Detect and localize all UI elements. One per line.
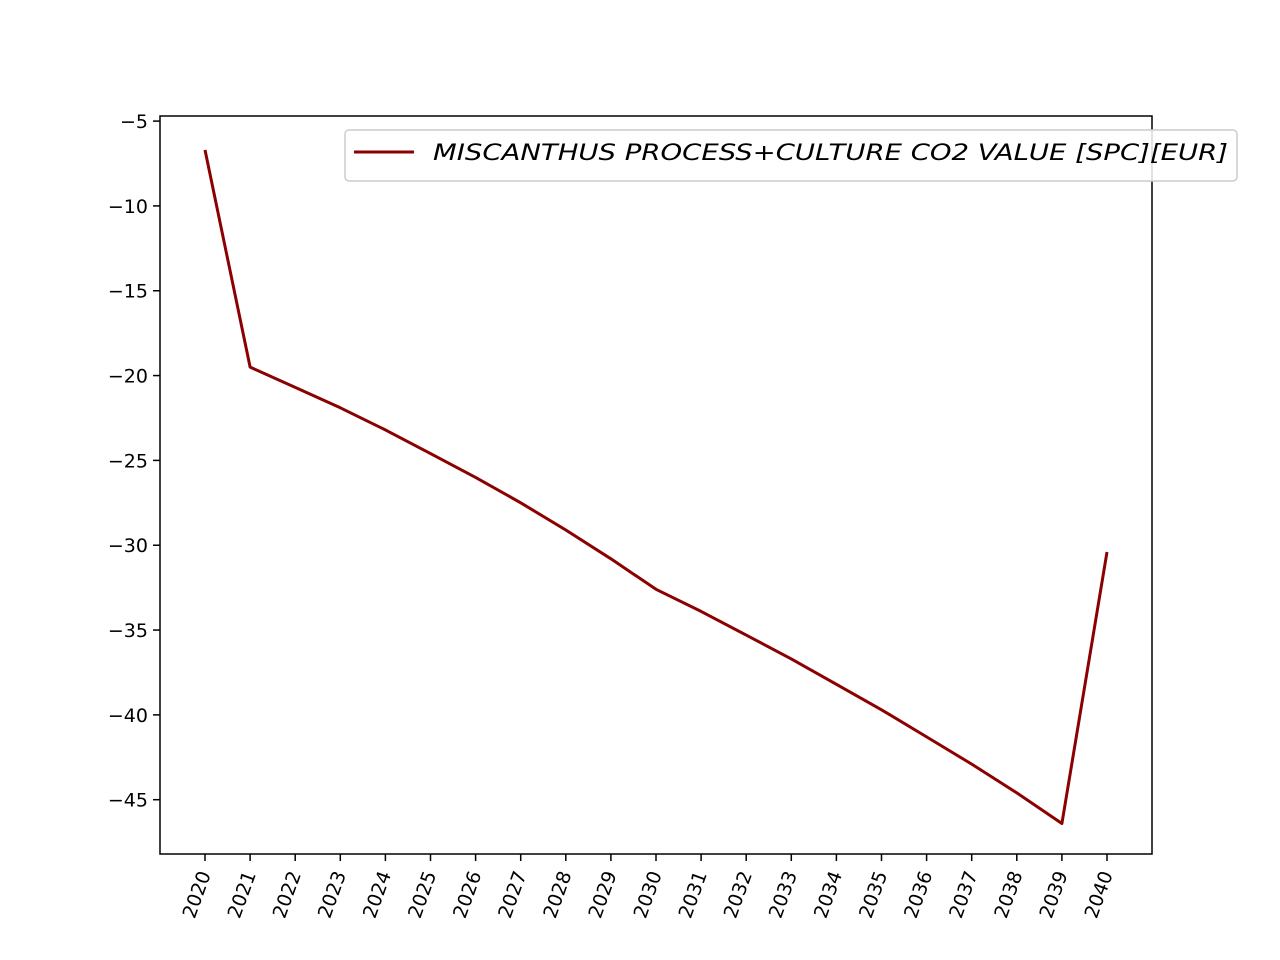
y-tick-label: −15 bbox=[108, 281, 148, 303]
y-axis: −45 −40 −35 −30 −25 −20 −15 −10 −5 bbox=[108, 111, 160, 812]
y-tick-label: −40 bbox=[108, 705, 148, 727]
legend-label: MISCANTHUS PROCESS+CULTURE CO2 VALUE [SP… bbox=[433, 141, 1228, 166]
plot-frame bbox=[159, 115, 1153, 855]
series-line bbox=[203, 149, 1109, 825]
y-tick-label: −25 bbox=[108, 450, 148, 472]
y-tick-label: −30 bbox=[108, 535, 148, 557]
y-tick-label: −35 bbox=[108, 620, 148, 642]
y-tick-label: −10 bbox=[108, 196, 148, 218]
y-tick-label: −20 bbox=[108, 366, 148, 388]
y-tick-label: −45 bbox=[108, 790, 148, 812]
legend: MISCANTHUS PROCESS+CULTURE CO2 VALUE [SP… bbox=[344, 129, 1238, 182]
legend-box bbox=[344, 129, 1238, 182]
y-tick-label: −5 bbox=[120, 111, 148, 133]
